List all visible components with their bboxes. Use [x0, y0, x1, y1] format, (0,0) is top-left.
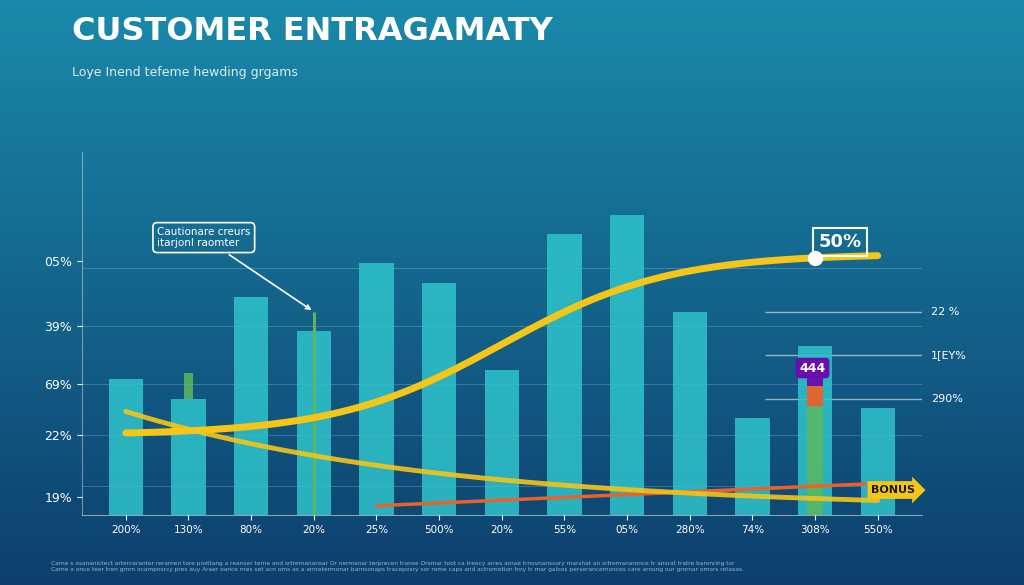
Bar	[860, 408, 895, 515]
Text: 1[EY%: 1[EY%	[931, 350, 967, 360]
Bar	[807, 375, 823, 386]
Bar	[610, 215, 644, 515]
Bar	[547, 235, 582, 515]
Bar	[807, 386, 823, 406]
Bar	[422, 283, 457, 515]
Text: 22 %: 22 %	[931, 307, 959, 316]
Bar	[735, 418, 770, 515]
Bar	[233, 297, 268, 515]
Bar	[171, 399, 206, 515]
Text: 444: 444	[800, 362, 825, 374]
Text: 50%: 50%	[818, 233, 861, 251]
Bar	[359, 263, 393, 515]
Bar	[807, 406, 823, 515]
Bar	[297, 331, 331, 515]
Text: 290%: 290%	[931, 394, 963, 404]
Text: Loye Inend tefeme hewding grgams: Loye Inend tefeme hewding grgams	[72, 66, 298, 79]
Bar	[109, 380, 143, 515]
Bar	[798, 346, 833, 515]
Text: Carne s asananictect arterceranter rerarnen tore posttang a reanser terne and sr: Carne s asananictect arterceranter rerar…	[51, 562, 744, 572]
Text: CUSTOMER ENTRAGAMATY: CUSTOMER ENTRAGAMATY	[72, 16, 552, 47]
Bar	[484, 370, 519, 515]
Bar	[673, 312, 707, 515]
Bar	[183, 373, 194, 399]
Text: Cautionare creurs
itarjonl raomter: Cautionare creurs itarjonl raomter	[157, 227, 310, 309]
Text: BONUS: BONUS	[871, 485, 915, 495]
